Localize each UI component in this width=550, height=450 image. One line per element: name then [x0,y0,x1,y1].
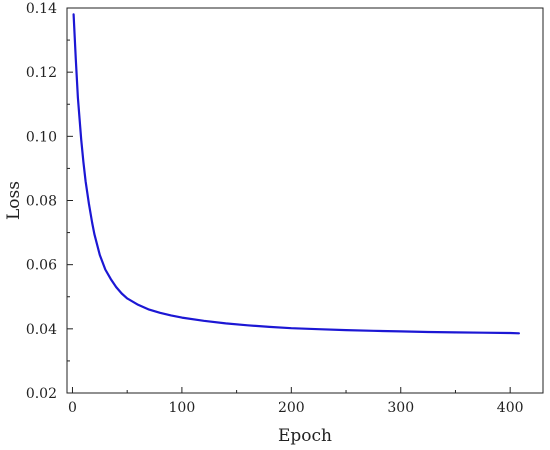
y-tick-label: 0.08 [26,194,57,210]
y-tick-label: 0.04 [26,322,57,338]
x-tick-label: 100 [169,400,196,416]
loss-series-line [72,13,520,335]
y-axis-label: Loss [4,181,24,220]
y-tick-label: 0.14 [26,1,57,17]
plot-frame [66,7,544,394]
y-tick-label: 0.02 [26,386,57,402]
x-tick-label: 300 [387,400,414,416]
y-tick-label: 0.06 [26,258,57,274]
x-tick-label: 0 [68,400,77,416]
x-axis-label: Epoch [278,426,332,446]
y-tick-label: 0.12 [26,65,57,81]
x-tick-label: 200 [278,400,305,416]
x-tick-label: 400 [497,400,524,416]
y-tick-label: 0.10 [26,129,57,145]
